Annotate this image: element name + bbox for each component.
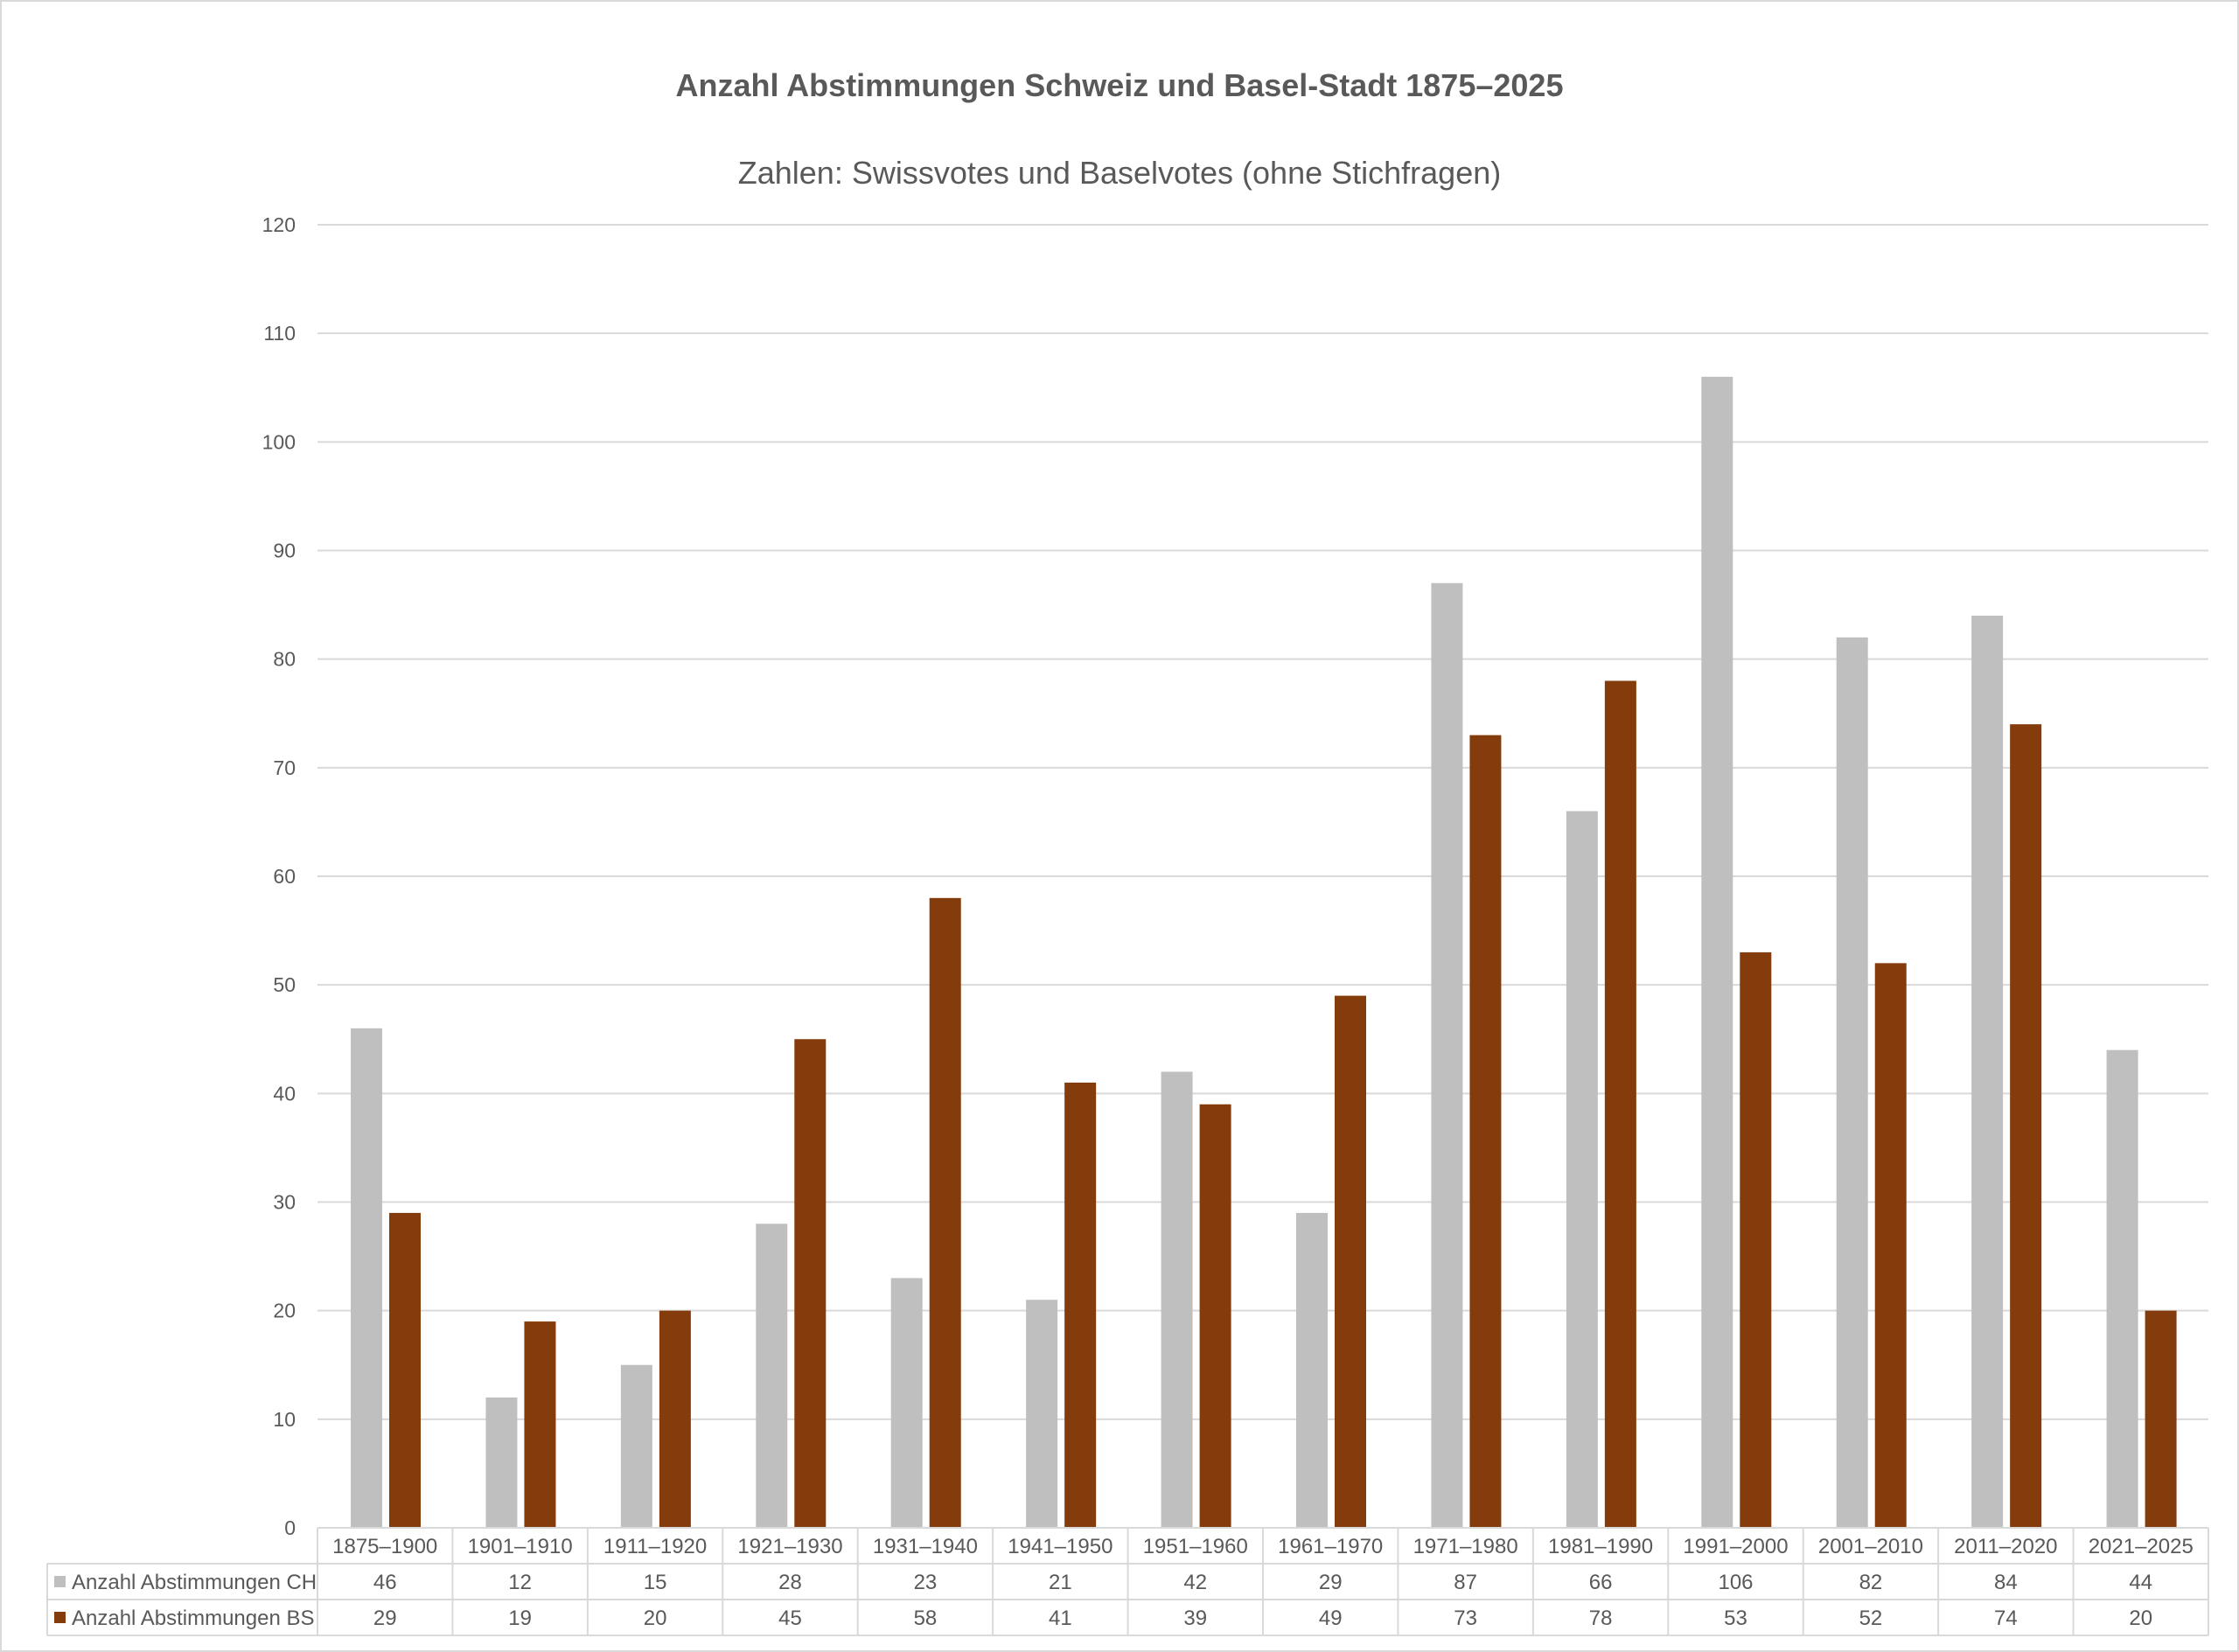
chart-title: Anzahl Abstimmungen Schweiz und Basel-St… — [676, 67, 1564, 103]
data-label: 44 — [2129, 1571, 2152, 1594]
legend-swatch — [54, 1612, 66, 1623]
bar-ch — [1431, 582, 1463, 1528]
bar-ch — [890, 1278, 923, 1528]
y-tick-label: 30 — [273, 1191, 296, 1214]
bar-bs — [1604, 680, 1636, 1528]
bar-bs — [794, 1039, 827, 1528]
y-tick-label: 60 — [273, 865, 296, 888]
bar-ch — [1026, 1300, 1058, 1528]
data-label: 52 — [1859, 1607, 1883, 1630]
x-tick-label: 1961–1970 — [1278, 1535, 1383, 1558]
data-label: 78 — [1589, 1607, 1613, 1630]
y-tick-label: 20 — [273, 1300, 296, 1322]
legend-label: Anzahl Abstimmungen CH — [72, 1571, 317, 1594]
bar-ch — [1566, 811, 1598, 1528]
bar-ch — [2106, 1049, 2138, 1528]
bar-bs — [1335, 995, 1367, 1528]
bar-bs — [1199, 1104, 1231, 1528]
bar-bs — [524, 1321, 556, 1528]
data-label: 73 — [1454, 1607, 1477, 1630]
bar-ch — [351, 1028, 383, 1528]
bar-bs — [2145, 1310, 2177, 1528]
x-tick-label: 1991–2000 — [1683, 1535, 1788, 1558]
data-label: 106 — [1718, 1571, 1753, 1594]
legend-swatch — [54, 1576, 66, 1587]
data-label: 87 — [1454, 1571, 1477, 1594]
data-label: 29 — [373, 1607, 397, 1630]
y-tick-label: 110 — [263, 322, 296, 345]
x-tick-label: 1901–1910 — [468, 1535, 573, 1558]
data-label: 19 — [508, 1607, 532, 1630]
x-tick-label: 2021–2025 — [2089, 1535, 2194, 1558]
data-label: 45 — [778, 1607, 802, 1630]
bar-ch — [1836, 637, 1868, 1528]
bar-ch — [485, 1398, 518, 1528]
data-label: 28 — [778, 1571, 802, 1594]
data-label: 84 — [1994, 1571, 2018, 1594]
data-label: 42 — [1183, 1571, 1207, 1594]
bar-bs — [1469, 735, 1502, 1528]
y-tick-label: 40 — [273, 1082, 296, 1105]
y-tick-label: 80 — [273, 648, 296, 671]
bar-ch — [620, 1364, 652, 1528]
data-label: 12 — [508, 1571, 532, 1594]
y-tick-label: 100 — [262, 430, 296, 453]
x-tick-label: 1941–1950 — [1008, 1535, 1113, 1558]
bar-bs — [659, 1310, 691, 1528]
chart-subtitle: Zahlen: Swissvotes und Baselvotes (ohne … — [738, 155, 1501, 191]
data-label: 41 — [1049, 1607, 1072, 1630]
x-tick-label: 1981–1990 — [1548, 1535, 1653, 1558]
data-label: 49 — [1319, 1607, 1343, 1630]
x-tick-label: 1921–1930 — [737, 1535, 842, 1558]
bar-bs — [1064, 1082, 1097, 1528]
bar-ch — [1701, 376, 1733, 1528]
y-tick-label: 70 — [273, 756, 296, 779]
x-tick-label: 1931–1940 — [873, 1535, 978, 1558]
bar-ch — [1161, 1071, 1193, 1528]
data-label: 39 — [1183, 1607, 1207, 1630]
bar-ch — [1296, 1212, 1329, 1528]
x-tick-label: 2001–2010 — [1818, 1535, 1923, 1558]
data-label: 15 — [644, 1571, 667, 1594]
bar-ch — [756, 1223, 788, 1528]
data-label: 53 — [1724, 1607, 1747, 1630]
y-tick-label: 120 — [262, 213, 296, 236]
y-tick-label: 90 — [273, 540, 296, 562]
data-label: 82 — [1859, 1571, 1883, 1594]
data-label: 66 — [1589, 1571, 1613, 1594]
bar-bs — [389, 1212, 422, 1528]
data-label: 58 — [914, 1607, 938, 1630]
data-label: 29 — [1319, 1571, 1343, 1594]
x-tick-label: 1971–1980 — [1413, 1535, 1518, 1558]
y-tick-label: 10 — [273, 1408, 296, 1431]
x-tick-label: 2011–2020 — [1954, 1535, 2057, 1558]
bar-ch — [1971, 616, 2004, 1528]
y-tick-label: 50 — [273, 973, 296, 996]
x-tick-label: 1951–1960 — [1143, 1535, 1248, 1558]
bar-bs — [929, 897, 961, 1528]
data-label: 46 — [373, 1571, 397, 1594]
y-tick-label: 0 — [284, 1516, 296, 1539]
data-label: 20 — [2129, 1607, 2152, 1630]
data-label: 20 — [644, 1607, 667, 1630]
data-label: 23 — [914, 1571, 938, 1594]
x-tick-label: 1911–1920 — [603, 1535, 707, 1558]
bar-bs — [1740, 951, 1772, 1528]
legend-label: Anzahl Abstimmungen BS — [72, 1607, 315, 1630]
data-label: 74 — [1994, 1607, 2018, 1630]
bar-bs — [2010, 724, 2042, 1528]
bar-bs — [1874, 963, 1907, 1528]
x-tick-label: 1875–1900 — [332, 1535, 437, 1558]
data-label: 21 — [1049, 1571, 1072, 1594]
